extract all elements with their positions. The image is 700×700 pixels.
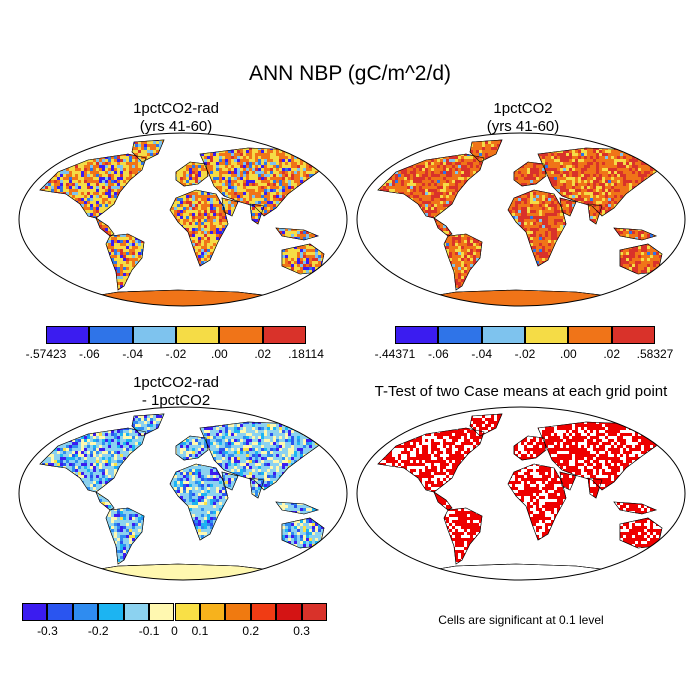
- panel3-title-line2: - 1pctCO2: [46, 392, 306, 410]
- colorbar-swatch: [176, 326, 220, 344]
- colorbar-label: 0.1: [192, 624, 209, 638]
- panel2-map-border: [356, 132, 686, 307]
- colorbar-swatch: [276, 603, 302, 621]
- panel2-colorbar: -.44371 -.06 -.04 -.02 .00 .02 .58327: [375, 326, 673, 361]
- panel3-map-border: [18, 406, 348, 581]
- colorbar-swatch: [72, 603, 99, 621]
- colorbar-label: -.04: [471, 347, 492, 361]
- panel2-map: [356, 132, 686, 307]
- panel3-new-zealand: [331, 547, 339, 561]
- colorbar-swatch: [262, 326, 306, 344]
- colorbar-swatch: [132, 326, 176, 344]
- panel3-map: [18, 406, 348, 581]
- colorbar-swatch: [250, 603, 277, 621]
- panel1-map: [18, 132, 348, 307]
- colorbar-label: -.06: [79, 347, 100, 361]
- panel1-title-line2: (yrs 41-60): [46, 118, 306, 136]
- colorbar-swatch: [395, 326, 439, 344]
- panel3-field: [40, 414, 338, 564]
- colorbar-label: .00: [560, 347, 577, 361]
- panel3-title: 1pctCO2-rad - 1pctCO2: [46, 374, 306, 410]
- colorbar-swatch: [438, 326, 482, 344]
- colorbar-label: -0.2: [88, 624, 109, 638]
- significance-note: Cells are significant at 0.1 level: [356, 613, 686, 627]
- colorbar-label: -.04: [122, 347, 143, 361]
- colorbar-swatch: [98, 603, 124, 621]
- figure-title: ANN NBP (gC/m^2/d): [0, 62, 700, 86]
- panel3-colorbar: -0.3 -0.2 -0.1 0 0.1 0.2 0.3: [22, 603, 327, 638]
- panel3-title-line1: 1pctCO2-rad: [46, 374, 306, 392]
- panel1-field: [40, 140, 338, 290]
- panel1-title: 1pctCO2-rad (yrs 41-60): [46, 100, 306, 136]
- colorbar-swatch: [174, 603, 200, 621]
- colorbar-swatch: [568, 326, 612, 344]
- colorbar-swatch: [46, 326, 90, 344]
- colorbar-swatch: [22, 603, 48, 621]
- colorbar-label: -0.3: [37, 624, 58, 638]
- colorbar-label: .02: [254, 347, 271, 361]
- panel4-map-border: [356, 406, 686, 581]
- panel2-new-zealand: [669, 273, 677, 287]
- colorbar-label: -0.1: [139, 624, 160, 638]
- colorbar-swatch: [149, 603, 175, 621]
- panel1-new-zealand: [331, 273, 339, 287]
- colorbar-label: 0.3: [293, 624, 310, 638]
- panel4-title: T-Test of two Case means at each grid po…: [356, 383, 686, 401]
- colorbar-swatch: [219, 326, 263, 344]
- panel2-title-line1: 1pctCO2: [393, 100, 653, 118]
- panel4-map: [356, 406, 686, 581]
- panel2-field: [378, 140, 676, 290]
- colorbar-label: 0.2: [242, 624, 259, 638]
- panel2-antarctica: [407, 289, 627, 306]
- colorbar-swatch: [301, 603, 327, 621]
- colorbar-swatch: [89, 326, 133, 344]
- colorbar-swatch: [611, 326, 655, 344]
- panel2-title: 1pctCO2 (yrs 41-60): [393, 100, 653, 136]
- colorbar-swatch: [481, 326, 525, 344]
- panel3-antarctica: [69, 563, 289, 580]
- panel4-new-zealand: [669, 547, 677, 561]
- colorbar-label: -.57423: [26, 347, 67, 361]
- panel1-title-line1: 1pctCO2-rad: [46, 100, 306, 118]
- panel4-title-line1: T-Test of two Case means at each grid po…: [356, 383, 686, 401]
- colorbar-label: -.02: [515, 347, 536, 361]
- colorbar-swatch: [199, 603, 226, 621]
- colorbar-swatch: [47, 603, 73, 621]
- panel4-antarctica: [407, 563, 627, 580]
- colorbar-swatch: [525, 326, 569, 344]
- colorbar-label: .00: [211, 347, 228, 361]
- colorbar-swatch: [123, 603, 150, 621]
- colorbar-label: .58327: [637, 347, 674, 361]
- colorbar-label: .18114: [288, 347, 324, 361]
- panel2-title-line2: (yrs 41-60): [393, 118, 653, 136]
- panel1-map-border: [18, 132, 348, 307]
- colorbar-label: 0: [171, 624, 178, 638]
- colorbar-label: -.06: [428, 347, 449, 361]
- colorbar-label: .02: [603, 347, 620, 361]
- colorbar-label: -.44371: [375, 347, 416, 361]
- panel4-field: [378, 414, 676, 564]
- panel1-colorbar: -.57423 -.06 -.04 -.02 .00 .02 .18114: [26, 326, 324, 361]
- colorbar-label: -.02: [166, 347, 187, 361]
- colorbar-swatch: [225, 603, 251, 621]
- panel1-antarctica: [69, 289, 289, 306]
